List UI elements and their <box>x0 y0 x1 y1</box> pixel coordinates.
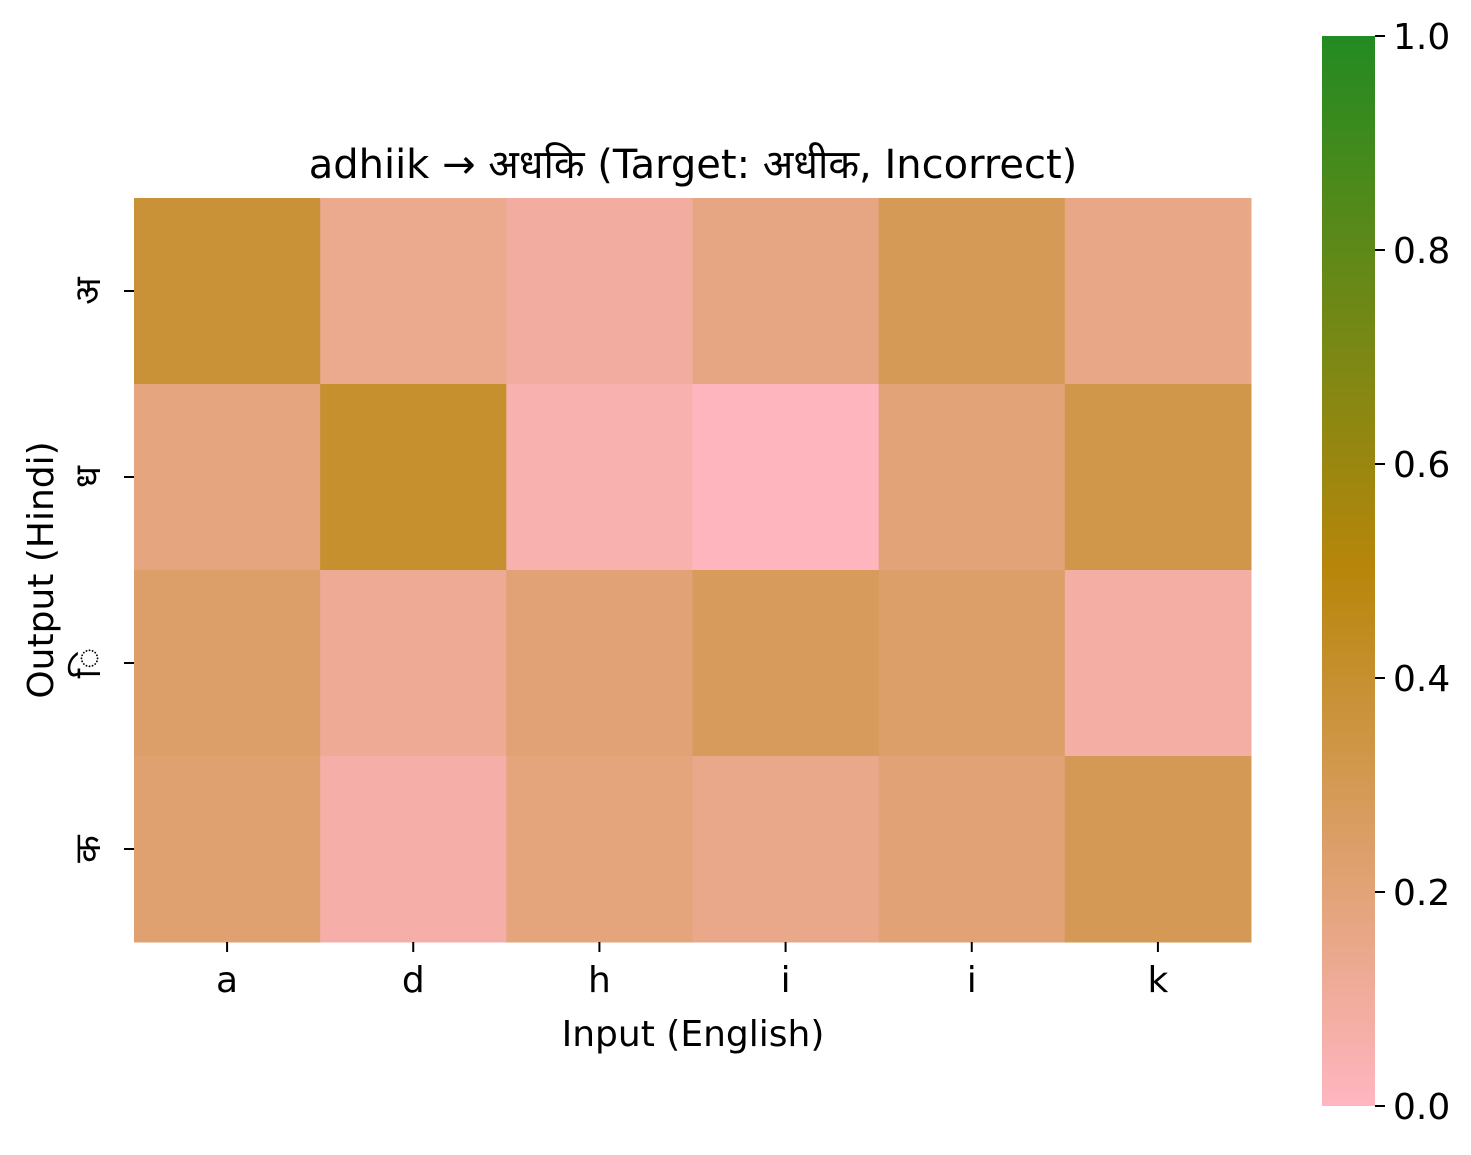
heatmap-cell <box>1064 570 1252 757</box>
heatmap-cells <box>134 198 1252 943</box>
heatmap-cell <box>878 384 1066 571</box>
x-tick-label: h <box>588 960 611 1001</box>
heatmap-cell <box>134 384 321 571</box>
heatmap-cell <box>134 570 321 757</box>
heatmap-cell <box>506 384 693 571</box>
chart-title: adhiik → अधकि (Target: अधीक, Incorrect) <box>309 142 1078 188</box>
heatmap-cell <box>1064 756 1252 943</box>
x-tick-label: d <box>402 960 425 1001</box>
x-tick-label: i <box>781 960 791 1001</box>
y-tick-label: क <box>68 834 109 863</box>
heatmap-cell <box>692 384 880 571</box>
heatmap-cell <box>692 198 880 385</box>
colorbar-tick-label: 0.0 <box>1393 1087 1450 1128</box>
colorbar-tick-label: 0.2 <box>1393 873 1450 914</box>
heatmap-cell <box>692 570 880 757</box>
x-tick-label: k <box>1147 960 1168 1001</box>
x-tick-label: a <box>216 960 238 1001</box>
heatmap-cell <box>320 198 507 385</box>
colorbar-tick-label: 0.6 <box>1393 445 1450 486</box>
y-tick-label: अ <box>68 276 109 305</box>
heatmap-cell <box>506 756 693 943</box>
heatmap-cell <box>1064 384 1252 571</box>
heatmap-cell <box>506 198 693 385</box>
heatmap-cell <box>320 756 507 943</box>
heatmap-cell <box>692 756 880 943</box>
x-tick-label: i <box>967 960 977 1001</box>
heatmap-cell <box>134 756 321 943</box>
heatmap-cell <box>878 198 1066 385</box>
y-axis-ticks: अ धि क <box>67 276 134 863</box>
colorbar-ticks: 0.0 0.2 0.4 0.6 0.8 1.0 <box>1375 17 1450 1128</box>
heatmap-cell <box>320 384 507 571</box>
heatmap-cell <box>1064 198 1252 385</box>
heatmap-cell <box>878 756 1066 943</box>
heatmap-cell <box>134 198 321 385</box>
y-tick-label: ध <box>68 465 109 488</box>
colorbar-tick-label: 0.8 <box>1393 231 1450 272</box>
y-tick-label: ि <box>67 648 109 679</box>
heatmap-cell <box>878 570 1066 757</box>
x-axis-label: Input (English) <box>562 1014 825 1055</box>
colorbar-tick-label: 1.0 <box>1393 17 1450 58</box>
colorbar-tick-label: 0.4 <box>1393 659 1450 700</box>
heatmap-cell <box>320 570 507 757</box>
y-axis-label: Output (Hindi) <box>21 441 62 698</box>
heatmap-cell <box>506 570 693 757</box>
colorbar <box>1322 36 1375 1106</box>
